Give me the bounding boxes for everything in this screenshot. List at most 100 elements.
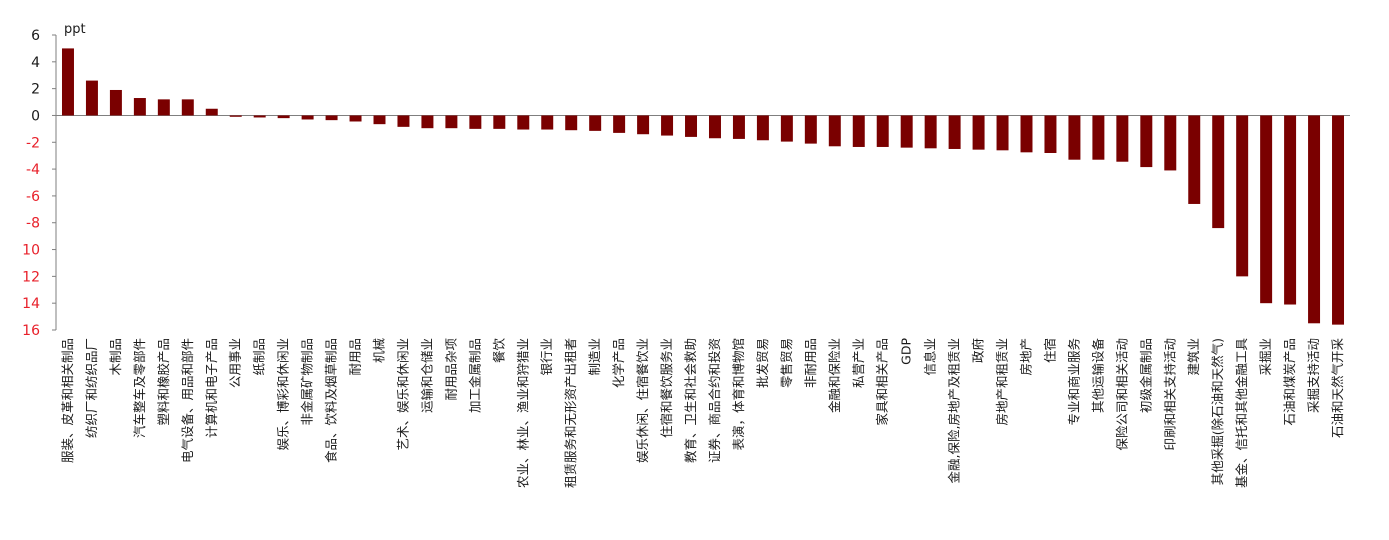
bar bbox=[996, 115, 1009, 151]
bar bbox=[780, 115, 793, 142]
x-tick-label: 银行业 bbox=[539, 338, 554, 376]
x-tick-label: 房地产 bbox=[1019, 338, 1034, 376]
x-tick-label: 基金、信托和其他金融工具 bbox=[1234, 338, 1249, 489]
bar bbox=[1044, 115, 1057, 153]
bar bbox=[708, 115, 721, 139]
x-tick-label: 食品、饮料及烟草制品 bbox=[324, 338, 339, 463]
x-tick-label: 石油和天然气开采 bbox=[1330, 338, 1345, 439]
bar bbox=[852, 115, 865, 147]
x-tick-label: 化学产品 bbox=[611, 338, 626, 388]
bar bbox=[1332, 115, 1345, 325]
y-tick-label: 2 bbox=[31, 82, 40, 98]
bar bbox=[756, 115, 769, 141]
x-tick-label: GDP bbox=[899, 338, 914, 365]
bar bbox=[1020, 115, 1033, 153]
y-tick-label: 0 bbox=[31, 108, 40, 124]
bar bbox=[876, 115, 889, 147]
bar bbox=[349, 115, 362, 122]
y-tick-label: -4 bbox=[26, 162, 40, 178]
bar bbox=[972, 115, 985, 150]
x-tick-label: 初级金属制品 bbox=[1138, 338, 1153, 413]
bar bbox=[469, 115, 482, 129]
bar bbox=[85, 80, 98, 116]
bar bbox=[1212, 115, 1225, 229]
x-axis-labels: 服装、皮革和相关制品 纺织厂和纺织品厂 木制品 汽车整车及零部件 塑料和橡胶产品 电气设备… bbox=[60, 338, 1345, 489]
bar bbox=[61, 48, 74, 116]
x-tick-label: 制造业 bbox=[587, 338, 602, 376]
x-tick-label: 采掘业 bbox=[1258, 338, 1273, 376]
x-tick-label: 专业和商业服务 bbox=[1066, 338, 1081, 426]
x-tick-label: 塑料和橡胶产品 bbox=[156, 338, 171, 426]
x-tick-label: 住宿 bbox=[1042, 338, 1057, 363]
bar bbox=[1092, 115, 1105, 160]
x-tick-label: 零售贸易 bbox=[779, 338, 794, 388]
y-tick-label: -2 bbox=[26, 135, 40, 151]
bar bbox=[1116, 115, 1129, 162]
y-tick-label: -8 bbox=[26, 216, 40, 232]
bar bbox=[133, 98, 146, 116]
x-tick-label: 建筑业 bbox=[1186, 338, 1201, 376]
x-tick-label: 非金属矿物制品 bbox=[300, 338, 315, 426]
bar bbox=[1140, 115, 1153, 168]
bar bbox=[1164, 115, 1177, 171]
y-tick-label: -6 bbox=[26, 189, 40, 205]
x-tick-label: 耐用品 bbox=[348, 338, 363, 376]
bar bbox=[109, 89, 122, 116]
bar bbox=[900, 115, 913, 148]
x-tick-label: 娱乐休闲、住宿餐饮业 bbox=[635, 338, 650, 463]
x-tick-label: 房地产和租赁业 bbox=[995, 338, 1010, 426]
bar bbox=[1188, 115, 1201, 204]
bar bbox=[613, 115, 626, 133]
x-tick-label: 公用事业 bbox=[228, 338, 243, 388]
unit-label: ppt bbox=[64, 22, 86, 37]
bar bbox=[229, 115, 242, 117]
bar bbox=[589, 115, 602, 131]
x-tick-label: 汽车整车及零部件 bbox=[132, 338, 147, 438]
x-tick-label: 批发贸易 bbox=[755, 338, 770, 388]
bar bbox=[541, 115, 554, 130]
bar bbox=[685, 115, 698, 137]
x-tick-label: 表演，体育和博物馆 bbox=[731, 338, 746, 451]
x-tick-label: 娱乐、博彩和休闲业 bbox=[276, 338, 291, 451]
x-tick-label: 计算机和电子产品 bbox=[204, 338, 219, 438]
x-tick-label: 信息业 bbox=[923, 338, 938, 376]
x-tick-label: 木制品 bbox=[108, 338, 123, 376]
x-tick-label: 非耐用品 bbox=[803, 338, 818, 388]
x-tick-label: 证券、商品合约和投资 bbox=[707, 338, 722, 463]
bar bbox=[948, 115, 961, 149]
x-tick-label: 电气设备、用品和部件 bbox=[180, 338, 195, 463]
x-tick-label: 印刷和相关支持活动 bbox=[1162, 338, 1177, 451]
bar bbox=[1260, 115, 1273, 304]
x-tick-label: 石油和煤炭产品 bbox=[1282, 338, 1297, 426]
bar bbox=[1308, 115, 1321, 324]
x-tick-label: 私营产业 bbox=[851, 338, 866, 388]
x-tick-label: 耐用品杂项 bbox=[443, 338, 458, 401]
y-tick-label: 12 bbox=[22, 269, 40, 285]
bar bbox=[804, 115, 817, 144]
bar bbox=[445, 115, 458, 129]
bar bbox=[181, 99, 194, 116]
x-tick-label: 纸制品 bbox=[252, 338, 267, 376]
x-tick-label: 家具和相关产品 bbox=[875, 338, 890, 426]
bar bbox=[565, 115, 578, 131]
bar bbox=[732, 115, 745, 139]
bar bbox=[325, 115, 338, 121]
bar-series bbox=[61, 48, 1345, 325]
y-axis: 6 4 2 0 -2 -4 -6 -8 10 12 14 16 bbox=[22, 28, 56, 339]
bar bbox=[397, 115, 410, 127]
bar bbox=[373, 115, 386, 125]
x-tick-label: 纺织厂和纺织品厂 bbox=[84, 338, 99, 438]
bar bbox=[1284, 115, 1297, 305]
bar bbox=[1068, 115, 1081, 160]
y-tick-label: 10 bbox=[22, 243, 40, 259]
x-tick-label: 教育、卫生和社会救助 bbox=[683, 338, 698, 463]
x-tick-label: 运输和仓储业 bbox=[419, 338, 434, 413]
bar bbox=[661, 115, 674, 136]
y-tick-label: 6 bbox=[31, 28, 40, 44]
x-tick-label: 保险公司和相关活动 bbox=[1114, 338, 1129, 451]
bar bbox=[253, 115, 266, 118]
x-tick-label: 农业、林业、渔业和狩猎业 bbox=[515, 338, 530, 488]
bar bbox=[517, 115, 530, 130]
x-tick-label: 艺术、娱乐和休闲业 bbox=[395, 338, 410, 451]
